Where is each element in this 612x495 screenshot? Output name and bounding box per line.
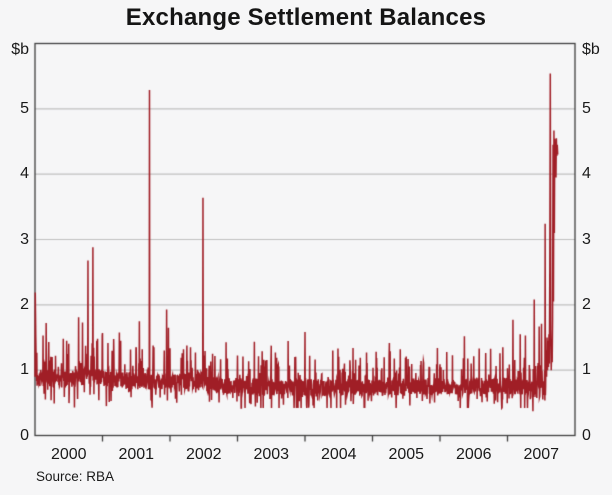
y-tick-label-right-0: 0 [582, 426, 591, 444]
x-tick-label-2006: 2006 [455, 446, 492, 463]
y-axis-unit-right: $b [582, 41, 600, 58]
x-tick-label-2002: 2002 [185, 446, 222, 463]
y-tick-label-right-3: 3 [582, 230, 591, 248]
x-tick-label-2001: 2001 [118, 446, 155, 463]
y-tick-label-left-0: 0 [20, 426, 29, 444]
y-axis-unit-left: $b [11, 41, 29, 58]
y-tick-label-right-4: 4 [582, 165, 591, 183]
x-tick-label-2005: 2005 [388, 446, 425, 463]
x-tick-label-2000: 2000 [50, 446, 87, 463]
y-tick-label-left-5: 5 [20, 99, 29, 117]
y-tick-label-left-4: 4 [20, 165, 29, 183]
x-tick-label-2003: 2003 [253, 446, 290, 463]
x-tick-label-2004: 2004 [320, 446, 357, 463]
y-tick-label-left-3: 3 [20, 230, 29, 248]
y-tick-label-right-2: 2 [582, 295, 591, 313]
y-tick-label-left-2: 2 [20, 295, 29, 313]
y-tick-label-left-1: 1 [20, 361, 29, 379]
y-tick-label-right-5: 5 [582, 99, 591, 117]
source-note: Source: RBA [36, 469, 115, 484]
x-tick-label-2007: 2007 [523, 446, 560, 463]
y-tick-label-right-1: 1 [582, 361, 591, 379]
